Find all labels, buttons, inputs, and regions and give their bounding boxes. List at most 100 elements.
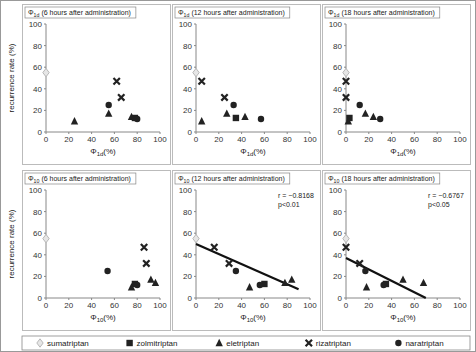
point <box>152 279 159 286</box>
point <box>288 275 295 282</box>
point <box>241 113 248 120</box>
panel-title: Φ1d (12 hours after administration) <box>178 9 285 18</box>
x-tick <box>437 132 438 134</box>
y-tick-label: 0 <box>188 128 193 137</box>
x-tick-label: 100 <box>453 301 467 310</box>
legend-marker <box>37 339 43 347</box>
x-tick <box>68 132 69 134</box>
point <box>257 282 263 288</box>
annotation: p<0.01 <box>278 201 300 209</box>
x-tick <box>346 298 347 300</box>
x-tick <box>368 132 369 134</box>
y-tick <box>194 254 196 255</box>
x-tick-label: 0 <box>344 301 349 310</box>
x-label: Φ10(%) <box>90 313 116 323</box>
point <box>223 109 230 116</box>
point <box>106 102 112 108</box>
x-tick-label: 100 <box>153 301 167 310</box>
x-tick <box>437 298 438 300</box>
x-tick-label: 0 <box>194 301 199 310</box>
point <box>258 116 264 122</box>
x-tick <box>160 132 161 134</box>
point <box>377 116 383 122</box>
x-tick <box>287 298 288 300</box>
point <box>104 268 110 274</box>
y-tick <box>44 67 46 68</box>
y-tick-label: 80 <box>183 208 192 217</box>
x-axis <box>346 132 460 133</box>
plot-area <box>43 234 159 290</box>
regression-line <box>196 244 299 289</box>
plot-area <box>43 68 141 124</box>
legend-marker <box>306 340 312 346</box>
title-box <box>325 7 440 18</box>
plot-area <box>193 234 299 290</box>
x-tick <box>414 132 415 134</box>
panel-frame <box>23 5 171 165</box>
point <box>143 260 149 266</box>
y-tick-label: 40 <box>333 251 342 260</box>
y-tick-label: 40 <box>333 85 342 94</box>
point <box>118 94 124 100</box>
y-tick <box>44 211 46 212</box>
y-tick-label: 100 <box>29 186 43 195</box>
y-tick <box>344 88 346 89</box>
x-tick <box>91 132 92 134</box>
x-tick-label: 40 <box>237 135 246 144</box>
y-tick-label: 20 <box>33 106 42 115</box>
x-tick-label: 100 <box>303 135 317 144</box>
x-label: Φ10(%) <box>240 313 266 323</box>
panel: Φ10 (6 hours after administration)020406… <box>23 171 171 331</box>
x-tick <box>460 298 461 300</box>
point <box>193 68 199 76</box>
x-tick-label: 0 <box>194 135 199 144</box>
x-tick <box>241 298 242 300</box>
legend-label: naratriptan <box>405 339 443 348</box>
x-tick-label: 20 <box>64 135 73 144</box>
y-tick <box>344 254 346 255</box>
x-tick-label: 80 <box>433 135 442 144</box>
point <box>233 268 239 274</box>
point <box>113 78 119 84</box>
y-tick <box>44 110 46 111</box>
point <box>356 260 362 266</box>
panel: Φ10 (18 hours after administration)02040… <box>323 171 471 331</box>
x-tick-label: 100 <box>153 135 167 144</box>
x-tick <box>241 132 242 134</box>
y-tick-label: 100 <box>29 20 43 29</box>
x-tick <box>196 132 197 134</box>
y-tick-label: 0 <box>338 294 343 303</box>
y-tick <box>194 190 196 191</box>
y-tick <box>194 88 196 89</box>
y-tick <box>44 276 46 277</box>
point <box>356 102 362 108</box>
y-tick-label: 80 <box>333 42 342 51</box>
y-tick-label: 20 <box>183 272 192 281</box>
point <box>230 102 236 108</box>
x-tick-label: 100 <box>453 135 467 144</box>
x-tick <box>264 298 265 300</box>
y-axis <box>46 190 47 298</box>
x-tick-label: 60 <box>260 301 269 310</box>
y-tick <box>344 24 346 25</box>
point <box>193 234 199 242</box>
x-tick-label: 80 <box>133 301 142 310</box>
y-tick-label: 20 <box>333 272 342 281</box>
y-tick-label: 60 <box>33 229 42 238</box>
legend-marker <box>126 340 132 346</box>
x-label: Φ10(%) <box>390 313 416 323</box>
y-tick <box>44 254 46 255</box>
y-tick <box>344 211 346 212</box>
y-label: recurrence rate (%) <box>7 43 16 112</box>
y-tick-label: 100 <box>179 20 193 29</box>
y-tick <box>194 45 196 46</box>
x-tick <box>391 132 392 134</box>
panel-title: Φ1d (6 hours after administration) <box>28 9 131 18</box>
x-tick <box>391 298 392 300</box>
x-tick-label: 40 <box>237 301 246 310</box>
x-tick <box>68 298 69 300</box>
point <box>43 68 49 76</box>
point <box>147 275 154 282</box>
annotation: r = −0.8168 <box>278 192 314 199</box>
y-tick-label: 80 <box>33 208 42 217</box>
